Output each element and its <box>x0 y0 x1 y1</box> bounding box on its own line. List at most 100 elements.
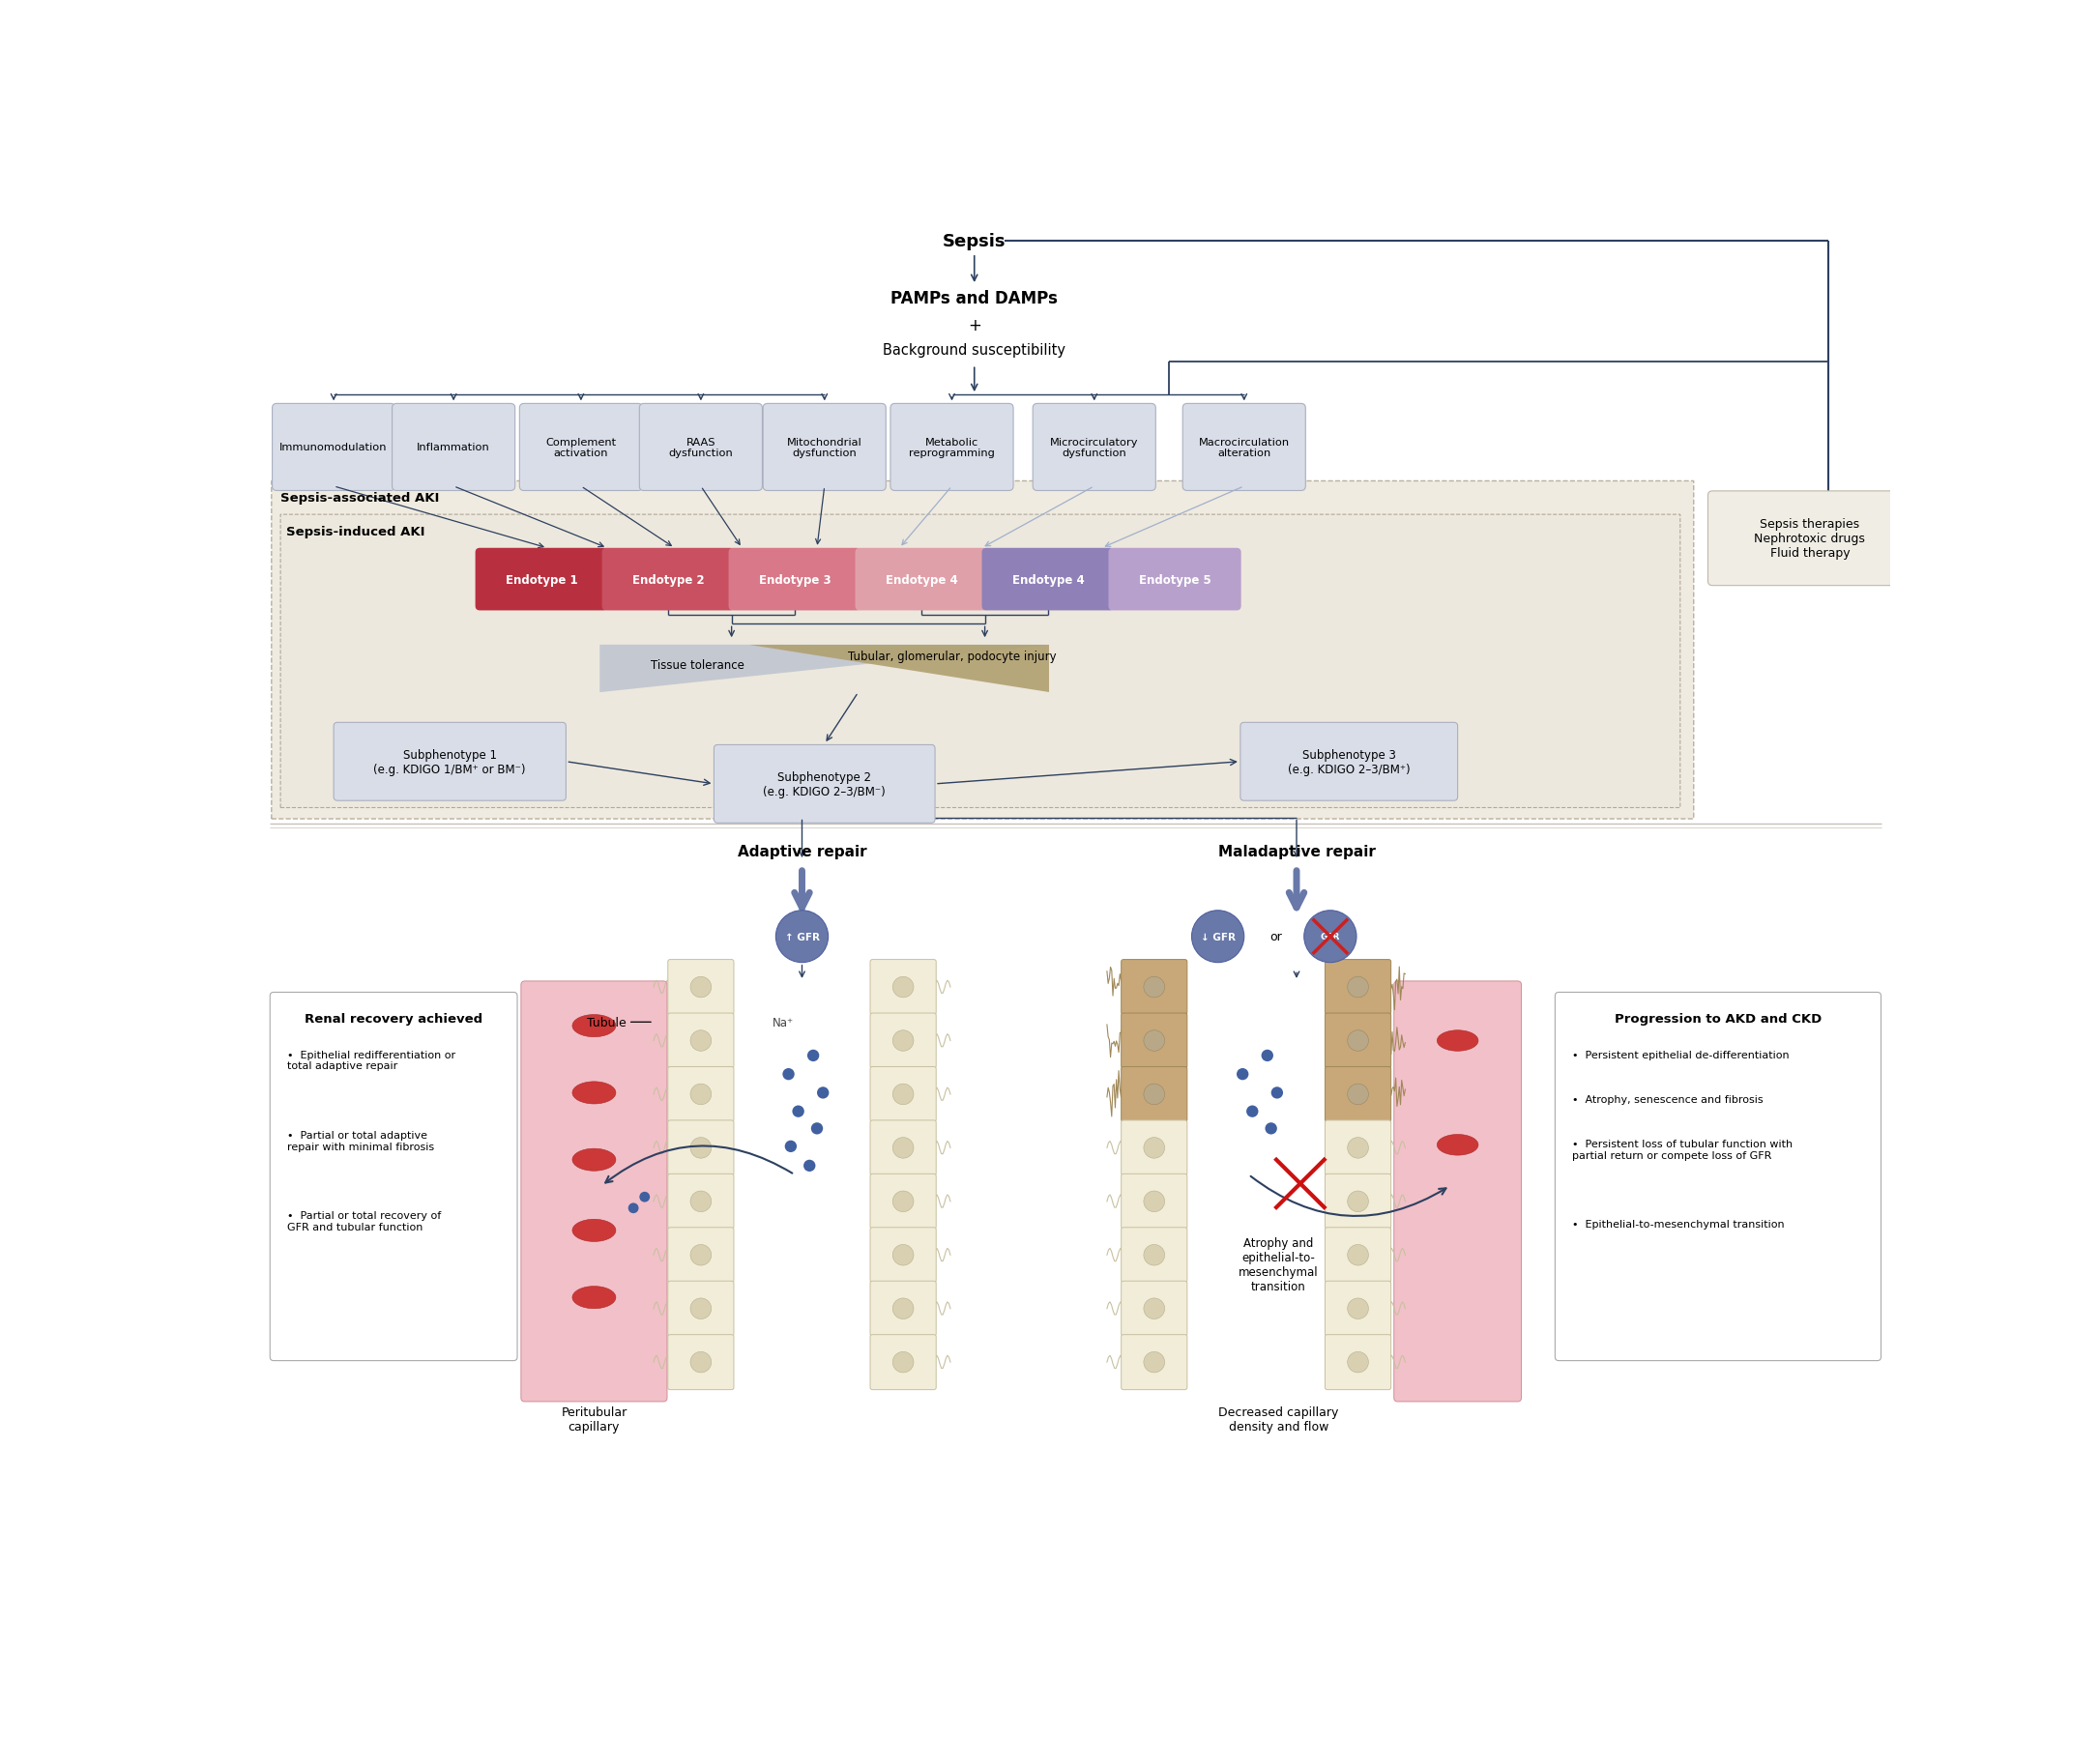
FancyBboxPatch shape <box>519 405 643 492</box>
Text: •  Partial or total recovery of
GFR and tubular function: • Partial or total recovery of GFR and t… <box>288 1211 441 1232</box>
FancyBboxPatch shape <box>668 1227 733 1283</box>
FancyBboxPatch shape <box>668 1335 733 1390</box>
Text: •  Persistent epithelial de-differentiation: • Persistent epithelial de-differentiati… <box>1573 1050 1789 1060</box>
Circle shape <box>1348 1191 1369 1211</box>
Ellipse shape <box>573 1081 615 1104</box>
FancyBboxPatch shape <box>273 405 395 492</box>
FancyBboxPatch shape <box>393 405 514 492</box>
Text: Tubular, glomerular, podocyte injury: Tubular, glomerular, podocyte injury <box>848 650 1056 662</box>
Text: Subphenotype 2
(e.g. KDIGO 2–3/BM⁻): Subphenotype 2 (e.g. KDIGO 2–3/BM⁻) <box>762 772 886 798</box>
Circle shape <box>1245 1105 1258 1118</box>
Circle shape <box>638 1192 649 1203</box>
FancyBboxPatch shape <box>869 959 937 1015</box>
Text: Tubule: Tubule <box>586 1017 626 1029</box>
Text: Progression to AKD and CKD: Progression to AKD and CKD <box>1615 1012 1821 1025</box>
Text: Subphenotype 1
(e.g. KDIGO 1/BM⁺ or BM⁻): Subphenotype 1 (e.g. KDIGO 1/BM⁺ or BM⁻) <box>374 749 525 775</box>
FancyBboxPatch shape <box>668 1013 733 1069</box>
Text: Sepsis: Sepsis <box>943 233 1006 250</box>
Text: •  Partial or total adaptive
repair with minimal fibrosis: • Partial or total adaptive repair with … <box>288 1130 435 1151</box>
FancyBboxPatch shape <box>1394 982 1520 1403</box>
FancyBboxPatch shape <box>869 1175 937 1229</box>
FancyBboxPatch shape <box>1325 1227 1390 1283</box>
Text: Maladaptive repair: Maladaptive repair <box>1218 845 1376 859</box>
FancyBboxPatch shape <box>762 405 886 492</box>
FancyBboxPatch shape <box>1121 1175 1186 1229</box>
FancyBboxPatch shape <box>714 746 934 824</box>
Text: Decreased capillary
density and flow: Decreased capillary density and flow <box>1218 1406 1338 1432</box>
FancyBboxPatch shape <box>271 992 517 1361</box>
Text: Immunomodulation: Immunomodulation <box>279 443 388 452</box>
FancyBboxPatch shape <box>869 1227 937 1283</box>
Circle shape <box>1144 1138 1166 1159</box>
FancyBboxPatch shape <box>603 549 735 612</box>
Text: Background susceptibility: Background susceptibility <box>882 344 1065 358</box>
FancyBboxPatch shape <box>1182 405 1306 492</box>
FancyBboxPatch shape <box>1325 959 1390 1015</box>
FancyBboxPatch shape <box>1121 1227 1186 1283</box>
FancyBboxPatch shape <box>475 549 607 612</box>
Text: +: + <box>968 316 981 334</box>
Circle shape <box>775 911 827 963</box>
Text: Endotype 2: Endotype 2 <box>632 574 704 586</box>
Circle shape <box>783 1069 794 1081</box>
FancyBboxPatch shape <box>1121 1281 1186 1337</box>
FancyBboxPatch shape <box>1241 723 1457 801</box>
FancyBboxPatch shape <box>869 1335 937 1390</box>
Ellipse shape <box>573 1220 615 1243</box>
Text: Peritubular
capillary: Peritubular capillary <box>561 1406 628 1432</box>
Circle shape <box>817 1086 830 1098</box>
Text: or: or <box>1268 930 1281 944</box>
Text: Endotype 3: Endotype 3 <box>758 574 832 586</box>
Circle shape <box>691 1352 712 1373</box>
Text: •  Persistent loss of tubular function with
partial return or compete loss of GF: • Persistent loss of tubular function wi… <box>1573 1138 1793 1159</box>
FancyBboxPatch shape <box>281 514 1680 808</box>
Circle shape <box>892 1298 914 1319</box>
FancyBboxPatch shape <box>668 1121 733 1175</box>
FancyBboxPatch shape <box>1325 1067 1390 1123</box>
Text: Renal recovery achieved: Renal recovery achieved <box>304 1012 483 1025</box>
FancyBboxPatch shape <box>1325 1281 1390 1337</box>
Circle shape <box>1144 1031 1166 1051</box>
FancyBboxPatch shape <box>1325 1175 1390 1229</box>
Circle shape <box>1144 1244 1166 1265</box>
Circle shape <box>1264 1123 1277 1135</box>
FancyBboxPatch shape <box>1109 549 1241 612</box>
FancyBboxPatch shape <box>521 982 668 1403</box>
FancyBboxPatch shape <box>334 723 567 801</box>
Polygon shape <box>601 645 1050 693</box>
Circle shape <box>691 1031 712 1051</box>
Text: Atrophy and
epithelial-to-
mesenchymal
transition: Atrophy and epithelial-to- mesenchymal t… <box>1239 1236 1319 1291</box>
Circle shape <box>691 977 712 998</box>
Text: Na⁺: Na⁺ <box>773 1017 794 1029</box>
Circle shape <box>892 977 914 998</box>
Text: Endotype 4: Endotype 4 <box>1012 574 1084 586</box>
Circle shape <box>1348 1031 1369 1051</box>
FancyBboxPatch shape <box>1556 992 1882 1361</box>
Text: PAMPs and DAMPs: PAMPs and DAMPs <box>890 290 1058 308</box>
Circle shape <box>1144 1298 1166 1319</box>
Circle shape <box>806 1050 819 1062</box>
FancyBboxPatch shape <box>1121 1013 1186 1069</box>
FancyBboxPatch shape <box>869 1121 937 1175</box>
Ellipse shape <box>573 1286 615 1309</box>
FancyBboxPatch shape <box>1707 492 1911 586</box>
Ellipse shape <box>1436 1135 1478 1156</box>
Text: ↑ GFR: ↑ GFR <box>785 932 819 942</box>
FancyBboxPatch shape <box>1325 1335 1390 1390</box>
Circle shape <box>691 1244 712 1265</box>
Circle shape <box>691 1138 712 1159</box>
FancyBboxPatch shape <box>869 1281 937 1337</box>
FancyBboxPatch shape <box>1121 1121 1186 1175</box>
FancyBboxPatch shape <box>729 549 861 612</box>
Text: Endotype 5: Endotype 5 <box>1138 574 1212 586</box>
Circle shape <box>1191 911 1243 963</box>
FancyBboxPatch shape <box>1121 1335 1186 1390</box>
Text: Adaptive repair: Adaptive repair <box>737 845 867 859</box>
Circle shape <box>1144 1191 1166 1211</box>
Text: GFR: GFR <box>1321 933 1340 942</box>
Circle shape <box>1270 1086 1283 1098</box>
FancyBboxPatch shape <box>1121 959 1186 1015</box>
FancyBboxPatch shape <box>1033 405 1155 492</box>
Circle shape <box>892 1244 914 1265</box>
Text: •  Epithelial redifferentiation or
total adaptive repair: • Epithelial redifferentiation or total … <box>288 1050 456 1071</box>
